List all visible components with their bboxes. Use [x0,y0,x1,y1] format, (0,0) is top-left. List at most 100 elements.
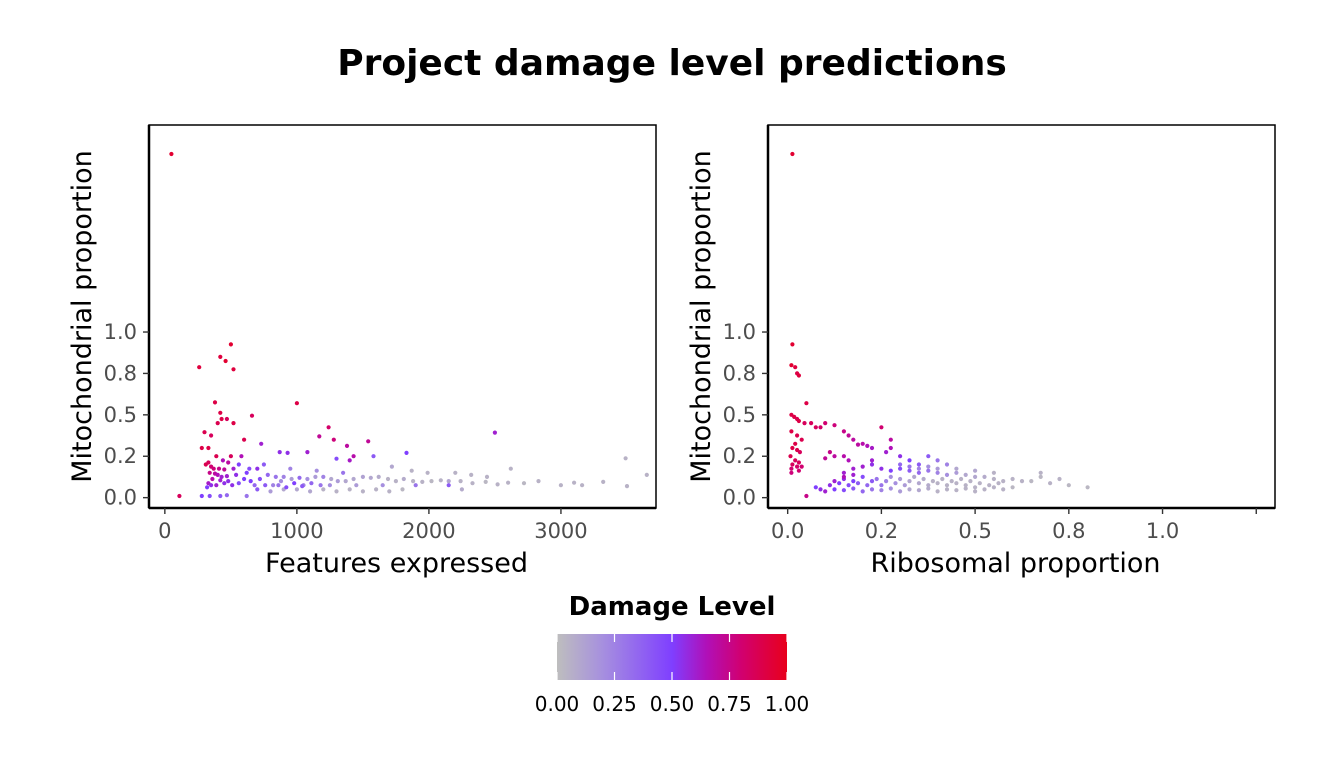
data-point [199,493,204,499]
data-point [888,468,893,473]
data-point [294,487,299,492]
data-point [263,483,268,488]
data-point [420,479,425,484]
data-point [802,421,807,426]
data-point [453,470,458,475]
data-point [1066,483,1071,488]
data-point [907,458,912,463]
data-point [944,462,950,467]
data-point [860,474,865,479]
data-point [218,410,223,415]
data-point [793,365,798,370]
data-point [207,493,212,499]
data-point [912,474,917,479]
x-tick-label: 0 [158,519,171,543]
data-point [792,414,797,419]
data-point [273,474,278,479]
panel-border [148,124,657,509]
data-point [832,454,837,459]
data-point [793,458,798,463]
data-point [959,476,964,482]
data-point [483,479,488,484]
x-tick-label: 0.5 [958,519,991,543]
data-point [963,472,968,477]
data-point [789,470,794,475]
data-point [823,489,828,494]
data-point [259,441,264,446]
data-point [841,429,847,434]
data-point [789,429,794,434]
data-point [389,464,394,469]
data-point [893,481,898,486]
data-point [209,483,214,488]
data-point [916,488,922,493]
data-point [252,483,257,488]
data-point [963,486,968,491]
data-point [832,479,837,484]
data-point [326,425,331,430]
figure-title: Project damage level predictions [337,43,1007,84]
data-point [214,454,219,459]
data-point [318,483,323,488]
x-tick-label: 0.0 [771,519,804,543]
legend-tick-label: 0.00 [535,692,580,716]
x-tick-label: 0.2 [865,519,898,543]
data-point [907,487,912,492]
data-point [851,466,856,471]
data-point [288,466,293,471]
data-point [944,483,950,488]
data-point [796,373,802,378]
data-point [314,468,319,473]
data-point [234,472,239,477]
data-point [898,489,903,494]
data-point [374,487,379,492]
data-point [935,470,940,475]
data-point [851,486,856,491]
data-point [804,493,809,499]
data-point [371,454,376,459]
data-point [944,487,950,492]
data-point [916,481,922,486]
data-point [907,468,912,473]
data-point [860,464,865,469]
data-point [841,488,847,493]
data-point [926,454,931,459]
data-point [438,478,443,483]
data-point [292,481,297,486]
data-point [916,470,922,475]
data-point [799,464,804,469]
data-point [206,445,211,451]
data-point [601,479,606,484]
data-point [823,421,828,426]
data-point [827,483,833,488]
data-point [874,476,879,482]
data-point [930,479,936,484]
data-point [973,474,978,479]
data-point [209,433,214,438]
data-point [257,476,262,482]
data-point [907,479,912,484]
data-point [294,401,299,406]
data-point [203,462,208,467]
data-point [790,462,795,467]
data-point [368,475,373,480]
data-point [1029,479,1034,484]
data-point [366,439,371,444]
data-point [351,476,356,482]
data-point [888,486,893,491]
data-point [888,437,893,442]
data-point [335,479,340,484]
data-point [879,488,884,493]
data-point [242,476,247,482]
data-point [954,466,959,471]
data-point [215,472,220,477]
data-point [827,450,833,455]
data-point [796,468,802,473]
data-point [865,483,870,488]
data-point [219,474,224,479]
data-point [973,485,978,490]
data-point [888,445,893,451]
data-point [222,467,227,472]
data-point [297,475,302,480]
